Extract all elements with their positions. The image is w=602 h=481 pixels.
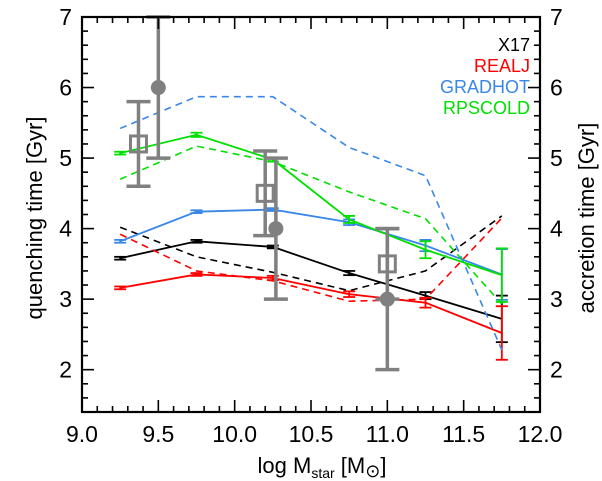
x-tick-label: 11.0 xyxy=(366,421,409,447)
x17-errorbar xyxy=(190,238,203,244)
x-axis-label-subscript: star xyxy=(311,465,335,481)
rpscold-solid-line xyxy=(119,133,503,277)
x17-solid-line xyxy=(119,240,503,320)
x-tick-label: 11.5 xyxy=(442,421,485,447)
legend-entry-x17: X17 xyxy=(498,35,530,55)
tick-labels: 9.0 9.5 10.0 10.5 11.0 11.5 12.0 2 2 3 3 4 4 5 5 6 6 7 7 xyxy=(59,4,563,447)
rpscold-errorbar xyxy=(343,215,356,224)
realj-errorbar xyxy=(419,296,432,309)
rpscold-errorbar xyxy=(495,247,508,303)
observation-points xyxy=(126,15,400,372)
realj-errorbar xyxy=(343,290,356,298)
realj-solid-line xyxy=(120,273,503,334)
realj-errorbar xyxy=(190,272,203,277)
open-square-marker xyxy=(255,183,275,203)
y-tick-label-right: 6 xyxy=(550,75,563,101)
open-square-point xyxy=(253,149,278,238)
x-axis-label-unit-open: [M xyxy=(335,453,366,478)
axis-ticks xyxy=(81,16,541,413)
gradhot-errorbar xyxy=(190,209,203,214)
realj-errorbar xyxy=(114,285,127,291)
y-axis-label-left: quenching time [Gyr] xyxy=(22,117,47,320)
filled-circle-point xyxy=(263,156,288,301)
gradhot-errorbar xyxy=(114,238,127,244)
filled-circle-marker xyxy=(268,221,284,237)
y-tick-label-right: 4 xyxy=(550,216,563,242)
gradhot-solid-line xyxy=(119,208,503,276)
y-tick-label-left: 5 xyxy=(59,145,72,171)
legend-entry-gradhot: GRADHOT xyxy=(440,77,530,97)
y-tick-label-right: 5 xyxy=(550,145,563,171)
rpscold-errorbar xyxy=(419,240,432,260)
y-tick-label-left: 3 xyxy=(59,286,72,312)
series-lines xyxy=(114,95,508,361)
y-tick-label-left: 7 xyxy=(59,4,72,30)
legend-entry-rpscold: RPSCOLD xyxy=(443,98,530,118)
x-axis-label: log Mstar [M⊙] xyxy=(258,453,387,481)
y-tick-label-right: 2 xyxy=(550,357,563,383)
open-square-marker xyxy=(128,134,148,154)
realj-errorbar xyxy=(495,305,508,361)
x-tick-label: 9.0 xyxy=(66,421,98,447)
x-tick-label: 10.5 xyxy=(289,421,334,447)
rpscold-errorbar xyxy=(190,131,203,138)
y-tick-label-left: 2 xyxy=(59,357,72,383)
x17-errorbar xyxy=(114,255,127,261)
x-axis-label-main: log M xyxy=(258,453,312,478)
rpscold-errorbar xyxy=(114,150,127,156)
open-square-point xyxy=(126,99,151,189)
open-square-marker xyxy=(377,254,397,274)
x-tick-label: 10.0 xyxy=(212,421,257,447)
sun-symbol: ⊙ xyxy=(365,461,380,481)
y-tick-label-right: 7 xyxy=(550,4,563,30)
y-tick-label-right: 3 xyxy=(550,286,563,312)
open-square-point xyxy=(375,226,400,301)
filled-circle-point xyxy=(146,15,171,160)
x-axis-label-unit-close: ] xyxy=(380,453,386,478)
filled-circle-marker xyxy=(150,80,166,96)
y-tick-label-left: 4 xyxy=(59,216,72,242)
y-axis-label-right: accretion time [Gyr] xyxy=(574,123,599,314)
x17-errorbar xyxy=(343,270,356,277)
rpscold-dashed-line xyxy=(119,145,503,305)
legend-entry-realj: REALJ xyxy=(474,56,530,76)
y-tick-label-left: 6 xyxy=(59,75,72,101)
x-tick-label: 9.5 xyxy=(142,421,174,447)
x-tick-label: 12.0 xyxy=(518,421,563,447)
gradhot-dashed-line xyxy=(119,95,503,351)
